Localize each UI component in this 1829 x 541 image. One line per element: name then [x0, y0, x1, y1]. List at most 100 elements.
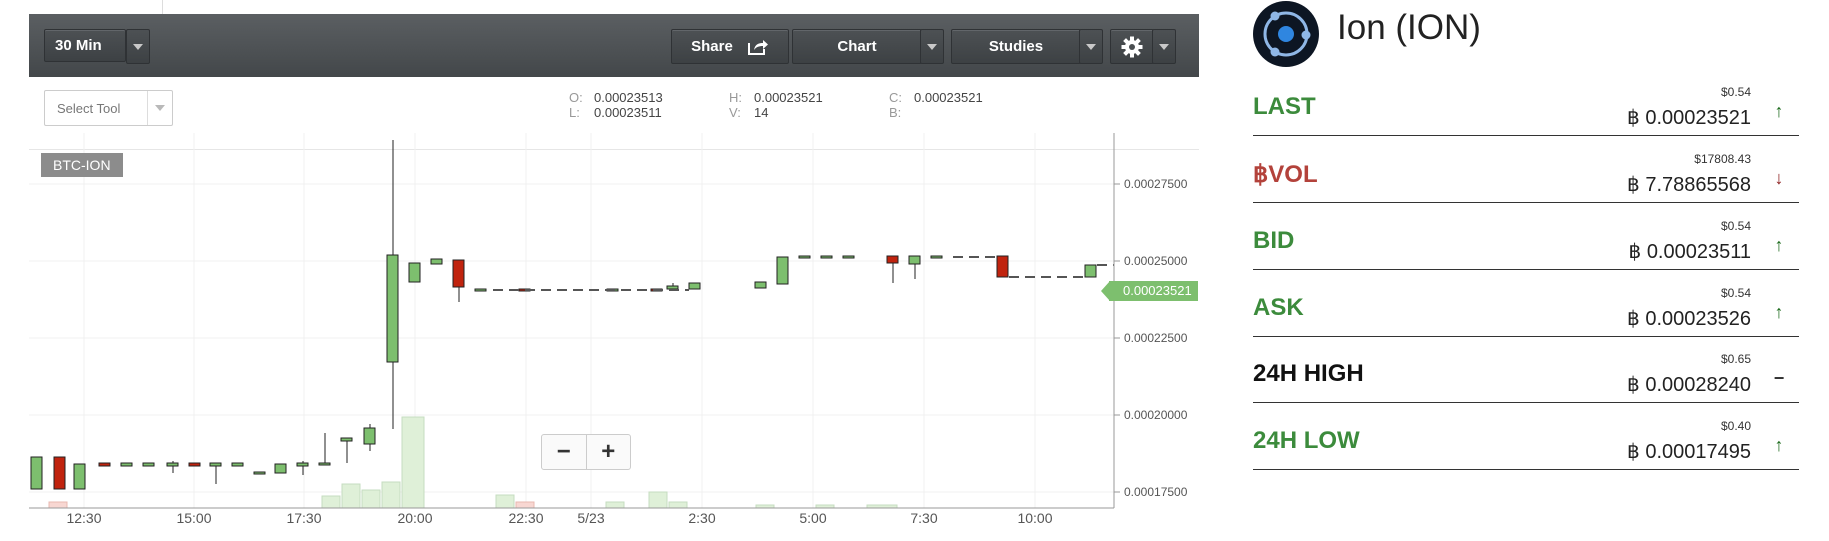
x-axis-labels: 12:30 15:00 17:30 20:00 22:30 5/23 2:30 …	[66, 510, 1052, 524]
studies-label: Studies	[988, 38, 1044, 55]
volume-bars	[321, 416, 898, 509]
volume-bars-down	[48, 501, 535, 509]
ticker-row-24h-high: 24H HIGH $0.65 ฿ 0.00028240 −	[1253, 338, 1799, 403]
x-tick-label: 7:30	[910, 510, 937, 524]
grid	[29, 133, 1114, 508]
candle	[340, 437, 353, 442]
candle	[820, 255, 833, 259]
zoom-in-button[interactable]: +	[601, 438, 616, 465]
candle	[363, 427, 376, 445]
candle	[166, 462, 179, 467]
interval-select[interactable]: 30 Min	[44, 29, 126, 62]
arrow-up-icon: ↑	[1774, 302, 1784, 322]
share-label: Share	[691, 38, 733, 55]
y-tick-label: 0.00027500	[1124, 177, 1188, 191]
x-tick-label: 5:00	[799, 510, 826, 524]
row-label: BID	[1253, 227, 1295, 254]
row-usd: $0.54	[1720, 286, 1751, 300]
row-btc: ฿ 7.78865568	[1627, 174, 1751, 196]
x-tick-label: 2:30	[688, 510, 715, 524]
settings-dropdown[interactable]	[1152, 29, 1176, 64]
row-btc: ฿ 0.00017495	[1627, 441, 1751, 463]
candle	[842, 255, 855, 259]
arrow-up-icon: ↑	[1774, 101, 1784, 121]
candle	[98, 462, 111, 467]
candlestick-plot[interactable]: 0.00027500 0.00025000 0.00022500 0.00020…	[29, 133, 1199, 524]
chart-type-dropdown[interactable]	[920, 29, 944, 64]
ohlc-high: H: 0.00023521	[729, 90, 823, 105]
candle	[776, 256, 789, 285]
candle	[474, 288, 487, 292]
x-tick-label: 5/23	[577, 510, 604, 524]
y-axis-labels: 0.00027500 0.00025000 0.00022500 0.00020…	[1124, 177, 1188, 499]
x-tick-label: 15:00	[176, 510, 211, 524]
ion-logo-icon	[1253, 1, 1319, 67]
y-axis-ticks	[1114, 183, 1120, 493]
dash-icon: −	[1773, 368, 1785, 388]
row-label: 24H LOW	[1253, 427, 1360, 454]
interval-dropdown[interactable]	[126, 29, 150, 64]
chart-type-button[interactable]: Chart	[792, 29, 922, 64]
candle	[318, 462, 331, 466]
chart-toolbar: 30 Min Share Chart Studies	[29, 14, 1199, 77]
zoom-control: − +	[541, 434, 631, 470]
arrow-up-icon: ↑	[1774, 435, 1784, 455]
gear-icon	[1121, 36, 1143, 57]
x-tick-label: 12:30	[66, 510, 101, 524]
y-tick-label: 0.00017500	[1124, 485, 1188, 499]
candle	[452, 259, 465, 288]
row-usd: $0.65	[1720, 352, 1751, 366]
row-btc: ฿ 0.00023521	[1627, 107, 1751, 129]
interval-label: 30 Min	[55, 37, 102, 54]
chart-info-bar: Select Tool O: 0.00023513 L: 0.00023511 H:…	[29, 77, 1199, 150]
ohlc-base: B:	[889, 105, 902, 120]
candle	[754, 281, 767, 289]
row-btc: ฿ 0.00028240	[1627, 374, 1751, 396]
ticker-row-ask: ASK $0.54 ฿ 0.00023526 ↑	[1253, 272, 1799, 337]
studies-dropdown[interactable]	[1079, 29, 1103, 64]
row-btc: ฿ 0.00023526	[1627, 308, 1751, 330]
candle	[996, 255, 1009, 278]
row-label: LAST	[1253, 93, 1316, 120]
studies-button[interactable]: Studies	[951, 29, 1081, 64]
settings-button[interactable]	[1110, 29, 1154, 64]
candle	[53, 456, 66, 490]
y-tick-label: 0.00025000	[1124, 254, 1188, 268]
candle	[430, 258, 443, 265]
row-label: ฿VOL	[1253, 161, 1318, 188]
row-usd: $17808.43	[1694, 152, 1751, 166]
ohlc-low: L: 0.00023511	[569, 105, 662, 120]
x-tick-label: 17:30	[286, 510, 321, 524]
candle	[188, 462, 201, 467]
ticker-row-volume: ฿VOL $17808.43 ฿ 7.78865568 ↓	[1253, 138, 1799, 203]
candle	[1084, 264, 1097, 278]
arrow-up-icon: ↑	[1774, 235, 1784, 255]
last-price-tag: 0.00023521	[1101, 281, 1198, 301]
candle	[886, 255, 899, 264]
zoom-out-button[interactable]: −	[542, 435, 587, 469]
ohlc-close: C: 0.00023521	[889, 90, 983, 105]
chevron-down-icon	[1086, 43, 1096, 50]
x-tick-label: 22:30	[508, 510, 543, 524]
row-label: ASK	[1253, 294, 1304, 321]
ticker-row-bid: BID $0.54 ฿ 0.00023511 ↑	[1253, 205, 1799, 270]
candle	[142, 462, 155, 467]
x-tick-label: 20:00	[397, 510, 432, 524]
candle	[688, 282, 701, 290]
chart-panel: 30 Min Share Chart Studies	[29, 14, 1199, 524]
select-tool-dropdown[interactable]: Select Tool	[44, 90, 173, 126]
candle	[73, 463, 86, 490]
ticker-row-last: LAST $0.54 ฿ 0.00023521 ↑	[1253, 71, 1799, 136]
candle	[408, 262, 421, 283]
pair-label: BTC-ION	[41, 153, 123, 177]
chevron-down-icon	[155, 105, 165, 111]
top-divider	[0, 0, 163, 14]
candle	[120, 462, 133, 467]
row-usd: $0.40	[1720, 419, 1751, 433]
candle	[930, 255, 943, 259]
y-tick-label: 0.00020000	[1124, 408, 1188, 422]
candle	[231, 462, 244, 467]
candle	[666, 285, 679, 290]
candle	[798, 255, 811, 259]
share-button[interactable]: Share	[671, 29, 789, 64]
